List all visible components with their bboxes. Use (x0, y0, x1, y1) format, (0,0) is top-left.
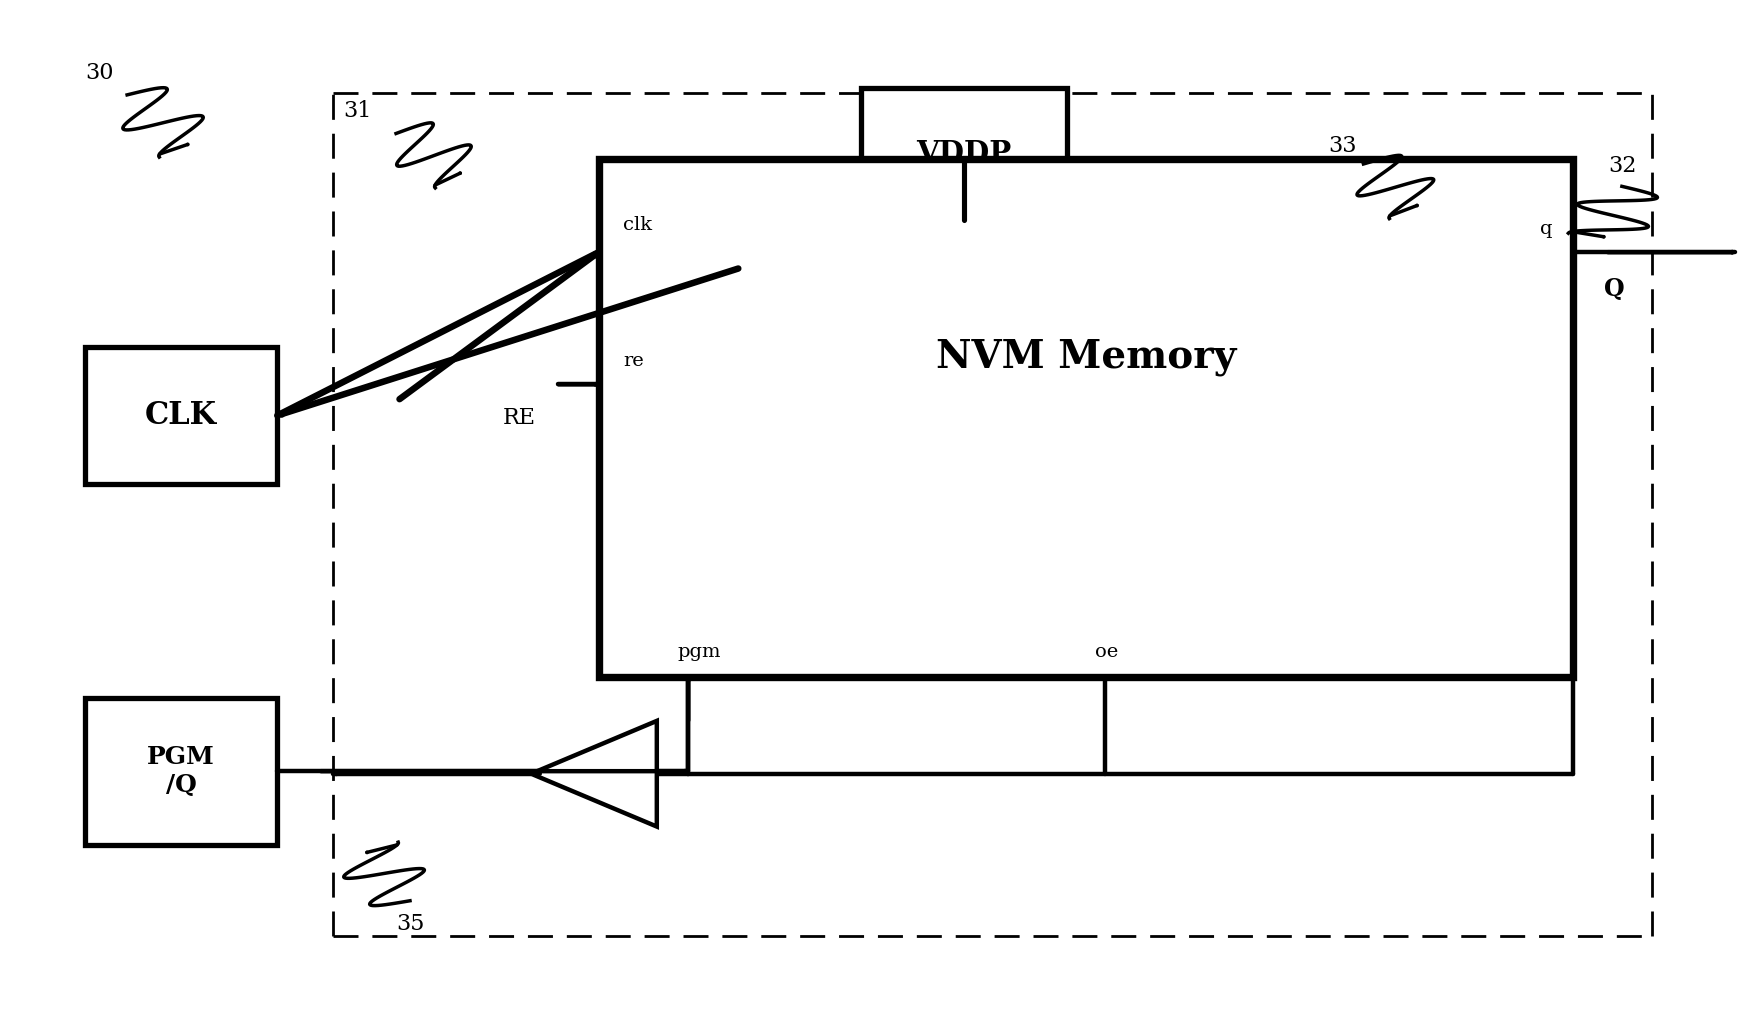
Bar (598, 159, 1571, 678)
Polygon shape (531, 720, 657, 826)
Text: NVM Memory: NVM Memory (935, 338, 1236, 376)
Bar (86, 346, 278, 484)
Text: re: re (622, 353, 643, 370)
Text: 35: 35 (395, 913, 425, 935)
Text: 31: 31 (343, 100, 372, 122)
Text: RE: RE (502, 408, 535, 429)
Text: 32: 32 (1606, 155, 1636, 177)
Text: Q: Q (1603, 277, 1624, 301)
Text: pgm: pgm (678, 643, 720, 661)
Bar (860, 88, 1066, 220)
Bar (86, 697, 278, 845)
Text: PGM
/Q: PGM /Q (147, 745, 215, 797)
Text: q: q (1538, 220, 1550, 238)
Text: clk: clk (622, 216, 652, 234)
Text: 30: 30 (86, 61, 114, 84)
Text: 33: 33 (1328, 135, 1356, 157)
Text: CLK: CLK (145, 400, 217, 431)
Text: VDDP: VDDP (916, 140, 1010, 168)
Text: oe: oe (1094, 643, 1117, 661)
